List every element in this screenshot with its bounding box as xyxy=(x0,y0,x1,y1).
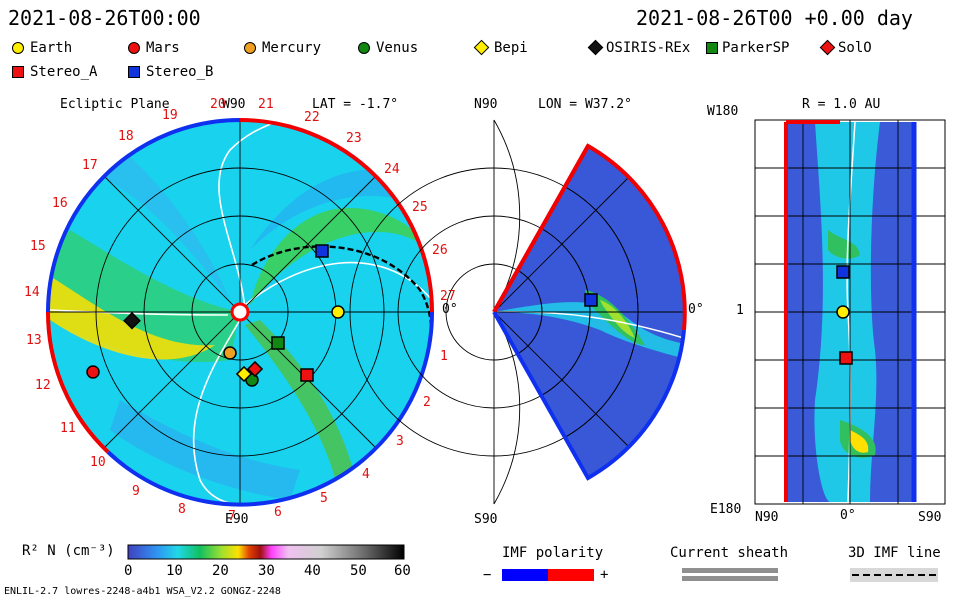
tick-label: 22 xyxy=(304,110,320,125)
ecliptic-right-label: 0° xyxy=(442,302,458,317)
solo-position-icon xyxy=(246,360,264,378)
radial-panel-plot xyxy=(754,119,946,505)
imf-line-title: 3D IMF line xyxy=(848,545,941,561)
parkersp-position-icon xyxy=(271,336,285,350)
tick-label: 25 xyxy=(412,200,428,215)
parkersp-marker-icon xyxy=(706,42,718,54)
timestamp-right: 2021-08-26T00 +0.00 day xyxy=(636,6,913,30)
legend-stereo-a-label: Stereo_A xyxy=(30,64,98,80)
tick-label: 1 xyxy=(440,349,448,364)
radial-x-right-label: S90 xyxy=(918,510,942,525)
bepi-position-icon xyxy=(235,365,253,383)
meridional-lon-label: LON = W37.2° xyxy=(538,97,632,112)
colorbar-tick: 30 xyxy=(258,563,275,579)
earth-position-icon xyxy=(331,305,345,319)
legend-stereo-b-label: Stereo_B xyxy=(146,64,214,80)
tick-label: 13 xyxy=(26,333,42,348)
tick-label: 8 xyxy=(178,502,186,517)
tick-label: 20 xyxy=(210,97,226,112)
tick-label: 15 xyxy=(30,239,46,254)
ecliptic-lat-label: LAT = -1.7° xyxy=(312,97,399,112)
meridional-bottom-label: S90 xyxy=(474,512,498,527)
radial-mid-label: 1 xyxy=(736,303,744,318)
radial-r-label: R = 1.0 AU xyxy=(802,97,881,112)
colorbar-tick: 0 xyxy=(124,563,133,579)
ecliptic-top-label: W90 xyxy=(222,97,246,112)
stereo-b-marker-icon xyxy=(128,66,140,78)
tick-label: 27 xyxy=(440,289,456,304)
current-sheath-line-1 xyxy=(682,568,778,573)
imf-polarity-title: IMF polarity xyxy=(502,545,604,561)
mercury-position-icon xyxy=(223,346,237,360)
legend-parkersp-label: ParkerSP xyxy=(722,40,790,56)
tick-label: 12 xyxy=(35,378,51,393)
radial-earth-icon xyxy=(836,305,850,319)
tick-label: 9 xyxy=(132,484,140,499)
radial-top-label: W180 xyxy=(707,104,739,119)
colorbar-tick: 50 xyxy=(350,563,367,579)
colorbar-tick: 10 xyxy=(166,563,183,579)
tick-label: 2 xyxy=(423,395,431,410)
tick-label: 3 xyxy=(396,434,404,449)
stereo-a-marker-icon xyxy=(12,66,24,78)
tick-label: 5 xyxy=(320,491,328,506)
tick-label: 17 xyxy=(82,158,98,173)
meridional-stereo-b-icon xyxy=(584,293,598,307)
timestamp-left: 2021-08-26T00:00 xyxy=(8,6,201,30)
tick-label: 4 xyxy=(362,467,370,482)
tick-label: 21 xyxy=(258,97,274,112)
venus-marker-icon xyxy=(358,42,370,54)
legend-venus-label: Venus xyxy=(376,40,419,56)
colorbar-tick: 60 xyxy=(394,563,411,579)
legend-bepi-label: Bepi xyxy=(494,40,528,56)
stereo-b-position-icon xyxy=(315,244,329,258)
colorbar-tick: 20 xyxy=(212,563,229,579)
legend-osiris-rex-label: OSIRIS-REx xyxy=(606,40,691,56)
radial-stereo-a-icon xyxy=(839,351,853,365)
meridional-top-label: N90 xyxy=(474,97,498,112)
tick-label: 7 xyxy=(228,509,236,524)
imf-positive-swatch xyxy=(548,569,594,581)
current-sheath-line-2 xyxy=(682,576,778,581)
osiris-rex-position-icon xyxy=(123,311,141,330)
ecliptic-plane-plot xyxy=(45,118,435,507)
earth-marker-icon xyxy=(12,42,24,54)
legend-mars-label: Mars xyxy=(146,40,180,56)
imf-line-background xyxy=(850,568,938,582)
ecliptic-bottom-label: E90 xyxy=(225,512,249,527)
legend-solo-label: SolO xyxy=(838,40,872,56)
mars-marker-icon xyxy=(128,42,140,54)
tick-label: 11 xyxy=(60,421,76,436)
meridional-right-label: 0° xyxy=(688,302,704,317)
model-info: ENLIL-2.7 lowres-2248-a4b1 WSA_V2.2 GONG… xyxy=(4,586,281,597)
mercury-marker-icon xyxy=(244,42,256,54)
tick-label: 16 xyxy=(52,196,68,211)
tick-label: 18 xyxy=(118,129,134,144)
tick-label: 14 xyxy=(24,285,40,300)
mars-position-icon xyxy=(86,365,100,379)
tick-label: 23 xyxy=(346,131,362,146)
tick-label: 10 xyxy=(90,455,106,470)
current-sheath-title: Current sheath xyxy=(670,545,789,561)
legend-earth-label: Earth xyxy=(30,40,73,56)
radial-x-mid-label: 0° xyxy=(840,508,856,523)
tick-label: 19 xyxy=(162,108,178,123)
tick-label: 6 xyxy=(274,505,282,520)
radial-stereo-b-icon xyxy=(836,265,850,279)
imf-negative-swatch xyxy=(502,569,548,581)
tick-label: 24 xyxy=(384,162,400,177)
radial-x-left-label: N90 xyxy=(755,510,779,525)
tick-label: 26 xyxy=(432,243,448,258)
imf-minus-label: − xyxy=(483,567,492,583)
ecliptic-title: Ecliptic Plane xyxy=(60,97,170,112)
colorbar-label: R² N (cm⁻³) xyxy=(22,543,115,559)
stereo-a-position-icon xyxy=(300,368,314,382)
density-colorbar xyxy=(127,544,405,560)
imf-plus-label: + xyxy=(600,567,609,583)
colorbar-tick: 40 xyxy=(304,563,321,579)
legend-mercury-label: Mercury xyxy=(262,40,322,56)
radial-bottom-label: E180 xyxy=(710,502,742,517)
